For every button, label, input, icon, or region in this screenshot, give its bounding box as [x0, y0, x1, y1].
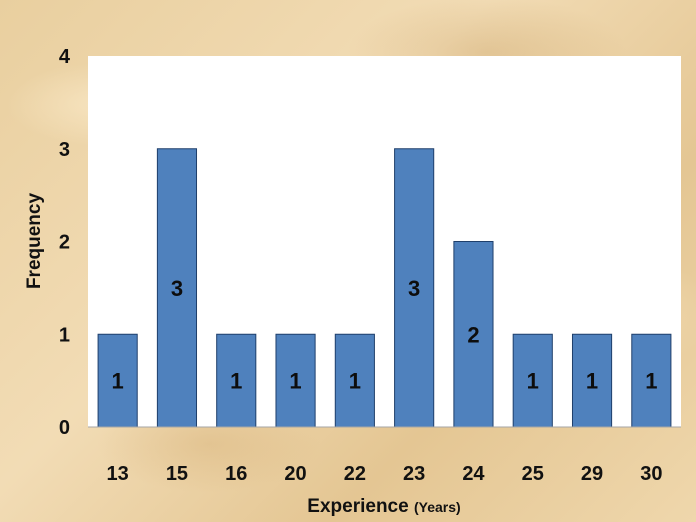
bar-value-label: 3	[171, 276, 183, 301]
x-tick-label: 20	[284, 463, 306, 485]
bar	[512, 333, 553, 428]
x-tick-label: 23	[403, 463, 425, 485]
x-axis-title-unit: (Years)	[414, 499, 461, 515]
y-axis-title: Frequency	[24, 193, 45, 290]
x-tick-label: 30	[640, 463, 662, 485]
x-tick-label: 22	[344, 463, 366, 485]
y-axis-ticks: 0 1 2 3 4	[59, 46, 71, 439]
bar-value-label: 1	[349, 369, 361, 394]
bar	[571, 333, 613, 428]
x-axis-title-main: Experience	[307, 496, 408, 517]
bar	[97, 333, 138, 428]
bar-value-label: 3	[408, 276, 420, 301]
bars	[97, 148, 672, 428]
bar-value-label: 2	[467, 322, 479, 347]
bar	[216, 333, 257, 428]
y-tick-label: 3	[59, 139, 70, 161]
bar-value-label: 1	[645, 369, 657, 394]
x-tick-label: 24	[462, 463, 485, 485]
x-tick-label: 16	[225, 463, 247, 485]
x-tick-label: 13	[107, 463, 129, 485]
y-tick-label: 1	[59, 324, 70, 346]
x-tick-label: 15	[166, 463, 188, 485]
data-labels: 1 3 1 1 1 3 2 1 1 1	[112, 276, 658, 394]
x-axis-title: Experience (Years)	[307, 496, 460, 517]
x-tick-label: 29	[581, 463, 603, 485]
x-axis-ticks: 13 15 16 20 22 23 24 25 29 30	[107, 463, 663, 485]
y-tick-label: 0	[59, 417, 70, 439]
bar-value-label: 1	[586, 369, 598, 394]
bar-value-label: 1	[527, 369, 539, 394]
bar-value-label: 1	[112, 369, 124, 394]
bar	[156, 148, 198, 428]
y-tick-label: 2	[59, 232, 70, 254]
x-tick-label: 25	[522, 463, 544, 485]
bar	[631, 333, 672, 428]
bar-value-label: 1	[230, 369, 242, 394]
bar	[453, 241, 494, 428]
bar-value-label: 1	[289, 369, 301, 394]
y-tick-label: 4	[59, 46, 71, 68]
